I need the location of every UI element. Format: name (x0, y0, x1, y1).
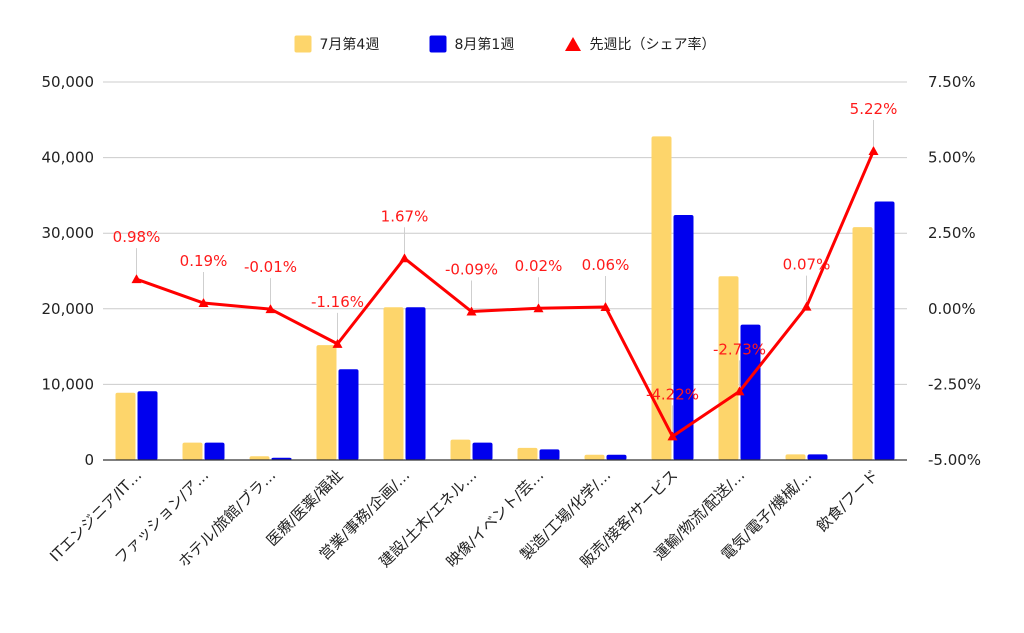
bar-series2 (405, 307, 426, 460)
data-label: 0.98% (113, 228, 161, 246)
bar-series1 (383, 307, 404, 460)
data-label: 5.22% (850, 100, 898, 118)
legend-triangle-icon (565, 37, 581, 51)
data-label: 0.02% (515, 257, 563, 275)
bar-series1 (785, 454, 806, 460)
right-tick-label: 5.00% (928, 149, 976, 167)
line-marker (868, 145, 879, 155)
line-marker (399, 253, 410, 263)
bars (115, 136, 895, 460)
bar-series1 (517, 447, 538, 460)
right-tick-label: 2.50% (928, 224, 976, 242)
line-marker (265, 304, 276, 314)
line-marker (131, 274, 142, 284)
bar-series1 (316, 345, 337, 460)
line-marker (332, 338, 343, 348)
bar-series2 (137, 391, 158, 460)
bar-series1 (651, 136, 672, 460)
legend-swatch (294, 35, 312, 53)
line-marker (734, 386, 745, 396)
bar-series2 (338, 369, 359, 460)
left-axis-ticks: 0 10,000 20,000 30,000 40,000 50,000 (42, 73, 95, 469)
bar-series2 (673, 215, 694, 460)
bar-series2 (874, 201, 895, 460)
data-label: -0.09% (445, 261, 498, 279)
data-label-leaders (136, 119, 874, 432)
left-tick-label: 0 (84, 451, 94, 469)
gridlines (103, 81, 907, 385)
left-tick-label: 40,000 (42, 149, 95, 167)
data-label: -1.16% (311, 293, 364, 311)
right-tick-label: -5.00% (928, 451, 981, 469)
bar-series1 (584, 454, 605, 460)
left-tick-label: 20,000 (42, 300, 95, 318)
data-label: -4.22% (646, 385, 699, 403)
bar-series1 (450, 439, 471, 460)
legend-label: 8月第1週 (455, 36, 515, 53)
right-tick-label: -2.50% (928, 375, 981, 393)
data-label: -0.01% (244, 258, 297, 276)
left-tick-label: 50,000 (42, 73, 95, 91)
bar-series1 (115, 392, 136, 460)
bar-series2 (740, 324, 761, 460)
legend-label: 7月第4週 (320, 36, 380, 53)
bar-series2 (539, 449, 560, 460)
data-labels: 0.98% 0.19% -0.01% -1.16% 1.67% -0.09% 0.02% 0.… (113, 100, 898, 403)
line-marker (600, 301, 611, 311)
line-series (135, 150, 875, 438)
bar-series2 (807, 454, 828, 460)
data-label: 0.06% (582, 256, 630, 274)
right-tick-label: 7.50% (928, 73, 976, 91)
line-marker (533, 303, 544, 313)
bar-series1 (249, 456, 270, 460)
bar-series2 (472, 442, 493, 460)
line-markers (131, 145, 879, 441)
left-tick-label: 30,000 (42, 224, 95, 242)
legend-label: 先週比（シェア率） (590, 36, 716, 53)
bar-series1 (718, 276, 739, 460)
left-tick-label: 10,000 (42, 375, 95, 393)
right-axis-ticks: -5.00% -2.50% 0.00% 2.50% 5.00% 7.50% (928, 73, 981, 469)
right-tick-label: 0.00% (928, 300, 976, 318)
bar-series1 (852, 227, 873, 460)
data-label: 1.67% (381, 207, 429, 225)
category-labels: ITエンジニア/IT…ファッション/ア…ホテル/旅館/ブラ…医療/医薬/福祉営業… (46, 466, 882, 571)
line-marker (198, 298, 209, 308)
line-marker (466, 306, 477, 316)
line-marker (801, 301, 812, 311)
data-label: 0.19% (180, 252, 228, 270)
bar-series1 (182, 442, 203, 460)
category-label: 飲食/フード (813, 466, 882, 535)
bar-series2 (204, 442, 225, 460)
legend-swatch (429, 35, 447, 53)
data-label: 0.07% (783, 256, 831, 274)
line-path (135, 150, 875, 438)
line-marker (667, 431, 678, 441)
legend: 7月第4週 8月第1週 先週比（シェア率） (294, 35, 716, 53)
bar-series2 (606, 454, 627, 460)
data-label: -2.73% (713, 340, 766, 358)
